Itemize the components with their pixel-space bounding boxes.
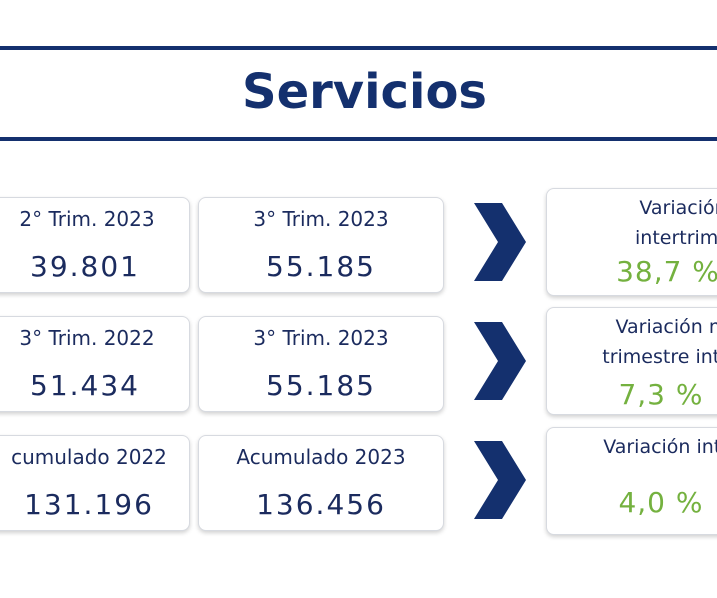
bottom-rule — [0, 137, 717, 141]
period-label: 3° Trim. 2023 — [253, 207, 389, 231]
period-card-current: Acumulado 2023 136.456 — [198, 435, 444, 531]
period-card-current: 3° Trim. 2023 55.185 — [198, 316, 444, 412]
period-card-previous: 2° Trim. 2023 39.801 — [0, 197, 190, 293]
page-title: Servicios — [242, 64, 487, 120]
variation-percent: 7,3 % — [618, 378, 704, 411]
variation-label: intertrimest — [635, 227, 717, 249]
period-value: 55.185 — [266, 369, 376, 402]
variation-card: Variación inter 4,0 % — [546, 427, 717, 535]
chevron-right-icon — [474, 203, 526, 281]
period-value: 55.185 — [266, 250, 376, 283]
variation-label: Variación inter — [603, 436, 717, 458]
chevron-right-icon — [474, 322, 526, 400]
period-label: Acumulado 2023 — [236, 445, 406, 469]
period-card-previous: cumulado 2022 131.196 — [0, 435, 190, 531]
period-label: 3° Trim. 2023 — [253, 326, 389, 350]
period-value: 131.196 — [24, 488, 154, 521]
variation-percent: 38,7 % — [616, 255, 717, 288]
variation-label: Variación mis — [615, 316, 717, 338]
period-label: 3° Trim. 2022 — [19, 326, 155, 350]
period-label: cumulado 2022 — [11, 445, 167, 469]
period-label: 2° Trim. 2023 — [19, 207, 155, 231]
period-card-current: 3° Trim. 2023 55.185 — [198, 197, 444, 293]
variation-card: Variación intertrimest 38,7 % — [546, 188, 717, 296]
period-value: 136.456 — [256, 488, 386, 521]
variation-label: trimestre inter — [602, 346, 717, 368]
variation-label: Variación — [639, 197, 717, 219]
period-card-previous: 3° Trim. 2022 51.434 — [0, 316, 190, 412]
variation-card: Variación mis trimestre inter 7,3 % — [546, 307, 717, 415]
top-rule — [0, 46, 717, 50]
chevron-right-icon — [474, 441, 526, 519]
period-value: 39.801 — [30, 250, 140, 283]
period-value: 51.434 — [30, 369, 140, 402]
variation-percent: 4,0 % — [618, 486, 704, 519]
